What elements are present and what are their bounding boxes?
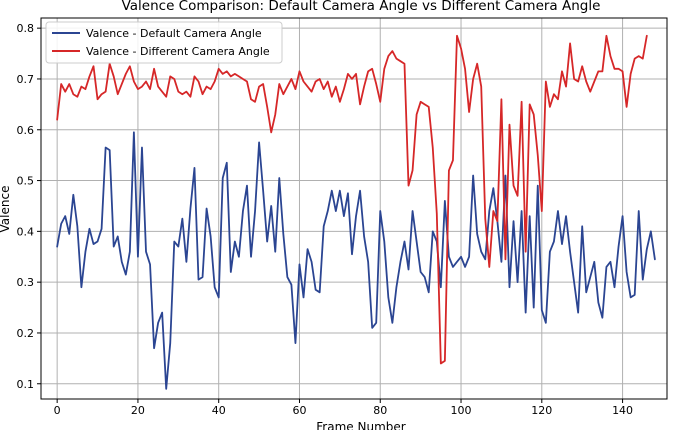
legend-label-different: Valence - Different Camera Angle bbox=[86, 45, 270, 58]
series-lines bbox=[56, 34, 656, 390]
x-tick-label: 120 bbox=[531, 404, 552, 417]
x-tick-label: 60 bbox=[292, 404, 306, 417]
x-tick-label: 20 bbox=[131, 404, 145, 417]
y-tick-label: 0.5 bbox=[17, 175, 35, 188]
legend-box bbox=[45, 21, 283, 64]
legend-label-default: Valence - Default Camera Angle bbox=[86, 27, 262, 40]
x-tick-label: 140 bbox=[612, 404, 633, 417]
x-tick-label: 0 bbox=[54, 404, 61, 417]
y-tick-label: 0.2 bbox=[17, 327, 35, 340]
chart-title: Valence Comparison: Default Camera Angle… bbox=[122, 0, 601, 14]
y-tick-label: 0.8 bbox=[17, 22, 35, 35]
y-tick-label: 0.7 bbox=[17, 73, 35, 86]
x-axis-label: Frame Number bbox=[316, 420, 405, 430]
series-line-default-camera bbox=[56, 131, 656, 390]
x-tick-label: 80 bbox=[373, 404, 387, 417]
x-tick-label: 100 bbox=[451, 404, 472, 417]
y-tick-label: 0.1 bbox=[17, 378, 35, 391]
plot-frame bbox=[40, 17, 668, 400]
x-tick-label: 40 bbox=[212, 404, 226, 417]
y-axis-label: Valence bbox=[0, 186, 12, 233]
y-tick-label: 0.6 bbox=[17, 124, 35, 137]
y-tick-label: 0.4 bbox=[17, 225, 35, 238]
y-tick-label: 0.3 bbox=[17, 276, 35, 289]
axis-ticks: 0 20 40 60 80 100 120 140 0.1 0.2 0.3 0.4 0.5 0.6 0.7 0… bbox=[17, 22, 634, 417]
series-line-different-camera bbox=[56, 34, 648, 365]
legend: Valence - Default Camera Angle Valence -… bbox=[45, 21, 283, 64]
